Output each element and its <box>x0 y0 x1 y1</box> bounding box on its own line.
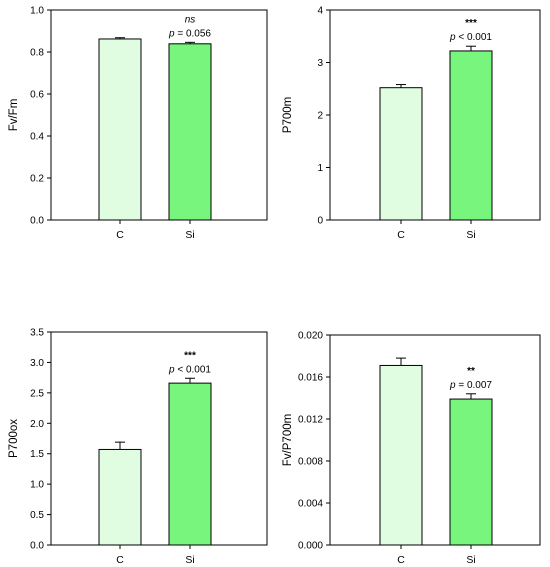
y-tick-label: 2.0 <box>30 419 44 430</box>
plot-frame <box>329 9 541 221</box>
y-tick-label: 4 <box>317 6 323 17</box>
bar-c <box>98 38 142 221</box>
y-tick-label: 0.2 <box>30 174 44 185</box>
p-value-label: p < 0.001 <box>168 364 211 375</box>
x-tick-label: C <box>397 554 405 566</box>
y-tick-label: 0.020 <box>298 331 323 342</box>
y-tick-label: 0 <box>317 216 323 227</box>
y-tick-label: 0.004 <box>298 499 323 510</box>
x-tick-label: Si <box>185 229 194 241</box>
y-tick-label: 0.016 <box>298 373 323 384</box>
p-value-label: p = 0.007 <box>449 380 492 391</box>
y-tick-label: 0.0 <box>30 541 44 552</box>
y-axis-title: Fv/P700m <box>282 414 294 466</box>
y-tick-label: 1.0 <box>30 480 44 491</box>
y-tick-label: 1 <box>317 163 323 174</box>
chart-panel-fvfm: 0.0 0.2 0.4 0.6 0.8 1.0 Fv/Fm C Si ns p = 0.056 <box>8 6 268 241</box>
y-axis-title: Fv/Fm <box>8 99 20 132</box>
bar-si <box>449 398 493 546</box>
y-tick-label: 1.5 <box>30 449 44 460</box>
plot-frame <box>50 331 268 546</box>
bar-c <box>98 448 142 546</box>
bar-si <box>168 43 212 221</box>
y-tick-label: 0.008 <box>298 457 323 468</box>
plot-frame <box>329 334 541 546</box>
bar-c <box>379 87 423 221</box>
plot-frame <box>50 9 268 221</box>
p-value-label: p = 0.056 <box>168 28 211 39</box>
y-tick-label: 0.8 <box>30 48 44 59</box>
y-tick-label: 0.012 <box>298 415 323 426</box>
y-tick-label: 3.0 <box>30 358 44 369</box>
x-tick-label: C <box>397 229 405 241</box>
y-tick-label: 2.5 <box>30 388 44 399</box>
x-tick-label: Si <box>185 554 194 566</box>
y-tick-label: 0.6 <box>30 90 44 101</box>
x-tick-label: Si <box>466 554 475 566</box>
significance-label: ** <box>467 366 475 377</box>
y-tick-label: 2 <box>317 111 323 122</box>
y-tick-label: 0.4 <box>30 132 44 143</box>
x-tick-label: C <box>116 229 124 241</box>
y-tick-label: 3.5 <box>30 328 44 339</box>
chart-panel-p700ox: 0.0 0.5 1.0 1.5 2.0 2.5 3.0 3.5 P700ox C Si *** p < … <box>8 328 268 566</box>
y-tick-label: 0.0 <box>30 216 44 227</box>
y-tick-label: 1.0 <box>30 6 44 17</box>
significance-label: ns <box>185 14 196 25</box>
significance-label: *** <box>465 18 477 29</box>
y-axis-title: P700m <box>282 97 294 133</box>
y-tick-label: 3 <box>317 58 323 69</box>
x-tick-label: C <box>116 554 124 566</box>
significance-label: *** <box>184 350 196 361</box>
x-tick-label: Si <box>466 229 475 241</box>
bar-si <box>168 382 212 546</box>
bar-c <box>379 364 423 546</box>
chart-panel-p700m: 0 1 2 3 4 P700m C Si *** p < 0.001 <box>282 6 541 241</box>
y-tick-label: 0.000 <box>298 541 323 552</box>
bar-si <box>449 50 493 221</box>
chart-panel-fvp700m: 0.000 0.004 0.008 0.012 0.016 0.020 Fv/P700m C S… <box>282 331 541 566</box>
y-tick-label: 0.5 <box>30 510 44 521</box>
p-value-label: p < 0.001 <box>449 32 492 43</box>
y-axis-title: P700ox <box>8 419 20 458</box>
